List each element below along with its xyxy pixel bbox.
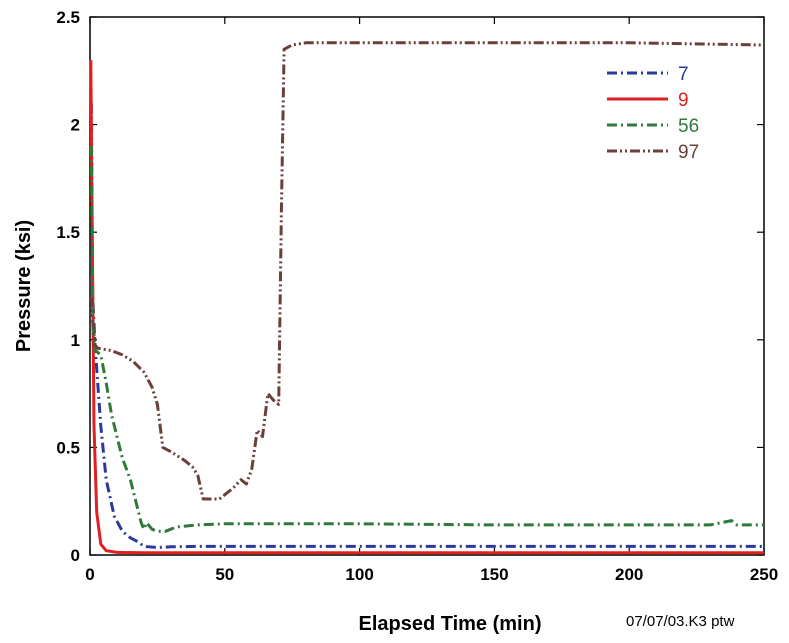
x-tick-label: 0 [85, 565, 94, 584]
y-tick-label: 1.5 [56, 223, 80, 242]
footnote: 07/07/03.K3 ptw [626, 613, 735, 630]
y-tick-label: 2.5 [56, 8, 80, 27]
series-line-56 [89, 146, 764, 533]
legend-label-56: 56 [678, 116, 699, 137]
x-tick-label: 200 [615, 565, 643, 584]
y-tick-label: 1 [71, 331, 80, 350]
legend: 7 9 56 97 [607, 64, 699, 163]
y-tick-label: 0.5 [56, 438, 80, 457]
series-layer [89, 41, 765, 555]
series-line-97 [89, 41, 765, 501]
series-line-9 [89, 59, 764, 555]
x-tick-label: 100 [345, 565, 373, 584]
x-tick-label: 250 [750, 565, 778, 584]
y-tick-label: 2 [71, 116, 80, 135]
legend-label-7: 7 [678, 64, 689, 85]
axis-ticks: 0 50 100 150 200 250 0 0.5 1 1.5 2 2.5 [56, 8, 778, 584]
x-axis-title: Elapsed Time (min) [358, 613, 541, 635]
x-tick-label: 150 [480, 565, 508, 584]
legend-label-97: 97 [678, 142, 699, 163]
y-tick-label: 0 [71, 546, 80, 565]
series-line-7 [89, 103, 764, 549]
plot-area [89, 16, 765, 556]
x-tick-label: 50 [215, 565, 234, 584]
y-axis-title: Pressure (ksi) [13, 220, 35, 352]
legend-label-9: 9 [678, 90, 689, 111]
